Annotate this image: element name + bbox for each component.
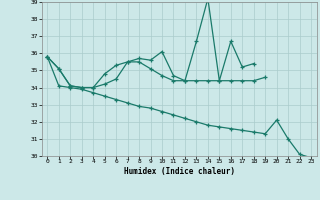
X-axis label: Humidex (Indice chaleur): Humidex (Indice chaleur) <box>124 167 235 176</box>
